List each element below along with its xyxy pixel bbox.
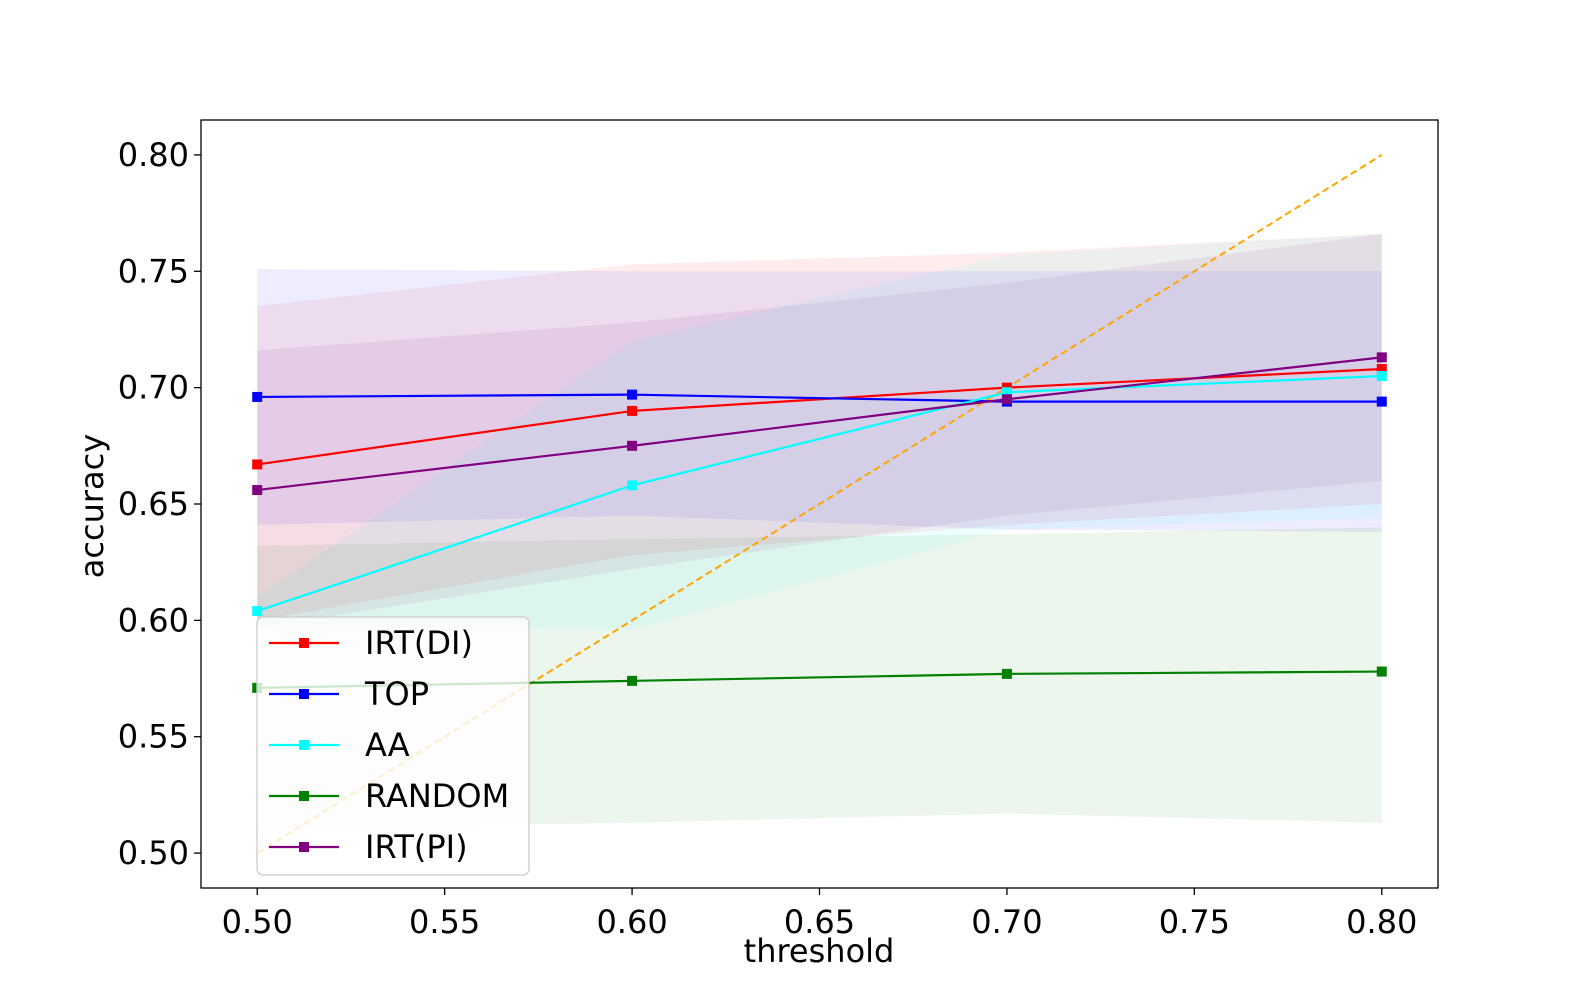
data-point-random (627, 675, 638, 686)
y-tick-label: 0.75 (118, 252, 189, 290)
y-tick-label: 0.70 (118, 369, 189, 407)
legend-label-irt-pi-: IRT(PI) (365, 828, 468, 866)
data-point-aa (252, 606, 263, 617)
x-tick-label: 0.70 (971, 903, 1042, 941)
series-line-aa (256, 374, 1382, 613)
legend: IRT(DI) TOP AA RANDOM IRT(PI) (256, 616, 530, 876)
y-tick-label: 0.50 (118, 834, 189, 872)
data-point-irt-pi- (1001, 394, 1012, 405)
x-tick-label: 0.65 (784, 903, 855, 941)
y-tick-label: 0.55 (118, 718, 189, 756)
data-point-irt-di- (252, 459, 263, 470)
x-tick-label: 0.75 (1159, 903, 1230, 941)
data-point-top (252, 391, 263, 402)
data-point-irt-pi- (252, 485, 263, 496)
y-axis-ticks: 0.50 0.55 0.60 0.65 0.70 0.75 0.80 (118, 136, 201, 872)
data-point-top (627, 389, 638, 400)
data-point-aa (627, 480, 638, 491)
y-tick-label: 0.65 (118, 485, 189, 523)
data-point-aa (1001, 387, 1012, 398)
data-point-random (1001, 668, 1012, 679)
series-line-irt-pi- (257, 356, 1382, 492)
series-aa (252, 371, 1387, 617)
x-tick-label: 0.55 (409, 903, 480, 941)
data-point-aa (1376, 371, 1387, 381)
legend-marker-random (299, 791, 309, 801)
legend-marker-aa (299, 740, 309, 750)
legend-label-aa: AA (365, 726, 410, 764)
band-aa (257, 234, 1382, 630)
band-top (257, 268, 1382, 532)
data-point-irt-pi- (627, 440, 638, 451)
legend-label-top: TOP (364, 675, 429, 713)
legend-marker-top (299, 689, 309, 699)
x-axis-title: threshold (744, 932, 895, 970)
y-axis-title: accuracy (73, 434, 111, 578)
confidence-bands (257, 234, 1382, 828)
x-tick-label: 0.80 (1346, 903, 1417, 941)
x-axis-ticks: 0.50 0.55 0.60 0.65 0.70 0.75 0.80 (222, 888, 1417, 941)
x-tick-label: 0.50 (222, 903, 293, 941)
legend-label-irt-di-: IRT(DI) (365, 624, 473, 662)
series-line-top (257, 393, 1382, 403)
data-point-irt-di- (627, 405, 638, 416)
legend-box (256, 616, 530, 876)
band-irt-pi- (257, 234, 1382, 628)
data-point-random (1376, 666, 1387, 677)
x-tick-label: 0.60 (596, 903, 667, 941)
data-point-irt-pi- (1376, 352, 1387, 363)
data-point-irt-di- (1376, 364, 1387, 375)
legend-marker-irt-di- (299, 638, 309, 648)
legend-label-random: RANDOM (365, 777, 509, 815)
legend-marker-irt-pi- (299, 842, 309, 852)
y-tick-label: 0.60 (118, 601, 189, 639)
series-irt-pi- (252, 352, 1387, 496)
y-tick-label: 0.80 (118, 136, 189, 174)
data-point-top (1376, 396, 1387, 407)
